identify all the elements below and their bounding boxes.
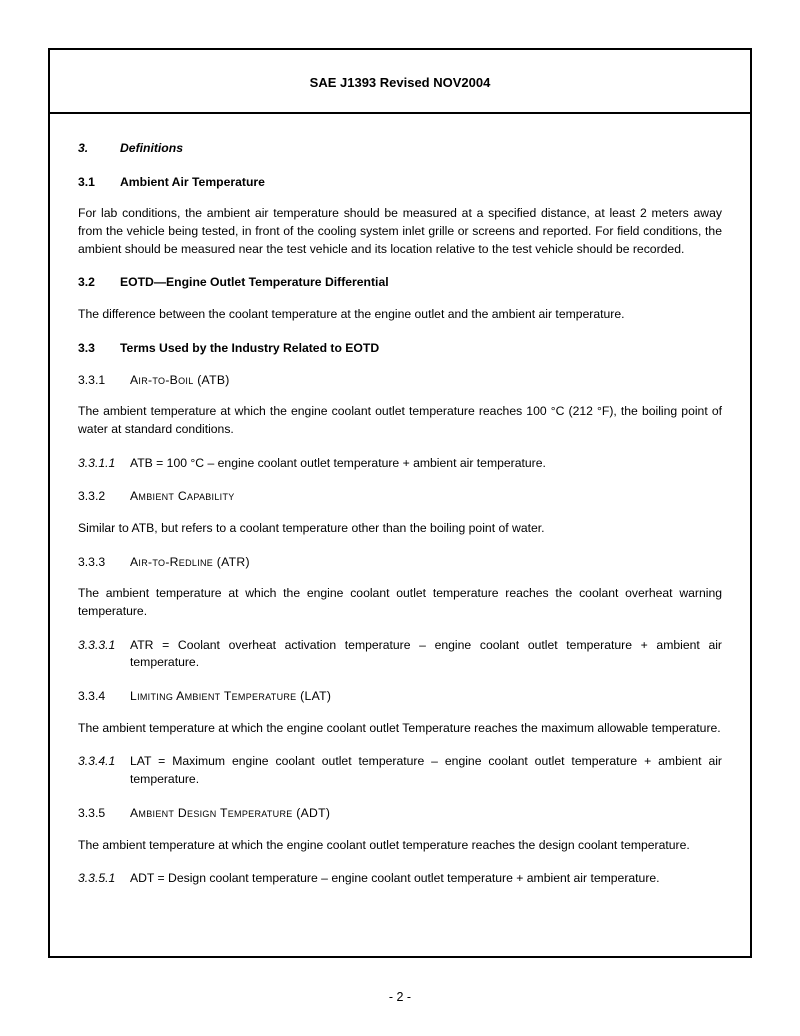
section-3-3-5-body: The ambient temperature at which the eng… — [78, 837, 722, 855]
section-title: Ambient Design Temperature (ADT) — [130, 806, 330, 820]
section-3-3-1-body: The ambient temperature at which the eng… — [78, 403, 722, 438]
section-3-2-heading: 3.2EOTD—Engine Outlet Temperature Differ… — [78, 274, 722, 292]
section-number: 3.3.4 — [78, 688, 130, 706]
section-3-3-5-heading: 3.3.5Ambient Design Temperature (ADT) — [78, 805, 722, 823]
section-3-3-4-heading: 3.3.4Limiting Ambient Temperature (LAT) — [78, 688, 722, 706]
section-3-3-5-1: 3.3.5.1 ADT = Design coolant temperature… — [78, 870, 722, 888]
section-3-3-3-heading: 3.3.3Air-to-Redline (ATR) — [78, 554, 722, 572]
section-title: Definitions — [120, 141, 183, 155]
section-title: Limiting Ambient Temperature (LAT) — [130, 689, 331, 703]
section-title: Air-to-Redline (ATR) — [130, 555, 250, 569]
section-3-3-3-body: The ambient temperature at which the eng… — [78, 585, 722, 620]
section-3-3-3-1: 3.3.3.1 ATR = Coolant overheat activatio… — [78, 637, 722, 672]
formula-number: 3.3.1.1 — [78, 455, 130, 473]
section-title: EOTD—Engine Outlet Temperature Different… — [120, 275, 389, 289]
section-3-3-2-heading: 3.3.2Ambient Capability — [78, 488, 722, 506]
section-3-3-heading: 3.3Terms Used by the Industry Related to… — [78, 340, 722, 358]
section-3-1-heading: 3.1Ambient Air Temperature — [78, 174, 722, 192]
page-number: - 2 - — [0, 990, 800, 1004]
section-3-2-body: The difference between the coolant tempe… — [78, 306, 722, 324]
section-number: 3.2 — [78, 274, 120, 292]
section-3-heading: 3.Definitions — [78, 140, 722, 158]
section-3-3-1-heading: 3.3.1Air-to-Boil (ATB) — [78, 372, 722, 390]
section-3-1-body: For lab conditions, the ambient air temp… — [78, 205, 722, 258]
document-body: 3.Definitions 3.1Ambient Air Temperature… — [50, 114, 750, 922]
formula-text: ATR = Coolant overheat activation temper… — [130, 637, 722, 672]
section-title: Terms Used by the Industry Related to EO… — [120, 341, 379, 355]
section-3-3-4-1: 3.3.4.1 LAT = Maximum engine coolant out… — [78, 753, 722, 788]
formula-text: LAT = Maximum engine coolant outlet temp… — [130, 753, 722, 788]
document-title: SAE J1393 Revised NOV2004 — [310, 75, 491, 90]
formula-number: 3.3.4.1 — [78, 753, 130, 788]
formula-number: 3.3.3.1 — [78, 637, 130, 672]
page-frame: SAE J1393 Revised NOV2004 3.Definitions … — [48, 48, 752, 958]
section-number: 3.3.1 — [78, 372, 130, 390]
section-number: 3.1 — [78, 174, 120, 192]
document-header: SAE J1393 Revised NOV2004 — [50, 50, 750, 114]
section-3-3-2-body: Similar to ATB, but refers to a coolant … — [78, 520, 722, 538]
section-title: Ambient Capability — [130, 489, 235, 503]
section-number: 3.3.2 — [78, 488, 130, 506]
formula-number: 3.3.5.1 — [78, 870, 130, 888]
formula-text: ATB = 100 °C – engine coolant outlet tem… — [130, 455, 722, 473]
formula-text: ADT = Design coolant temperature – engin… — [130, 870, 722, 888]
section-title: Ambient Air Temperature — [120, 175, 265, 189]
section-number: 3.3.3 — [78, 554, 130, 572]
section-title: Air-to-Boil (ATB) — [130, 373, 230, 387]
section-3-3-4-body: The ambient temperature at which the eng… — [78, 720, 722, 738]
section-3-3-1-1: 3.3.1.1 ATB = 100 °C – engine coolant ou… — [78, 455, 722, 473]
section-number: 3.3.5 — [78, 805, 130, 823]
section-number: 3.3 — [78, 340, 120, 358]
section-number: 3. — [78, 140, 120, 158]
